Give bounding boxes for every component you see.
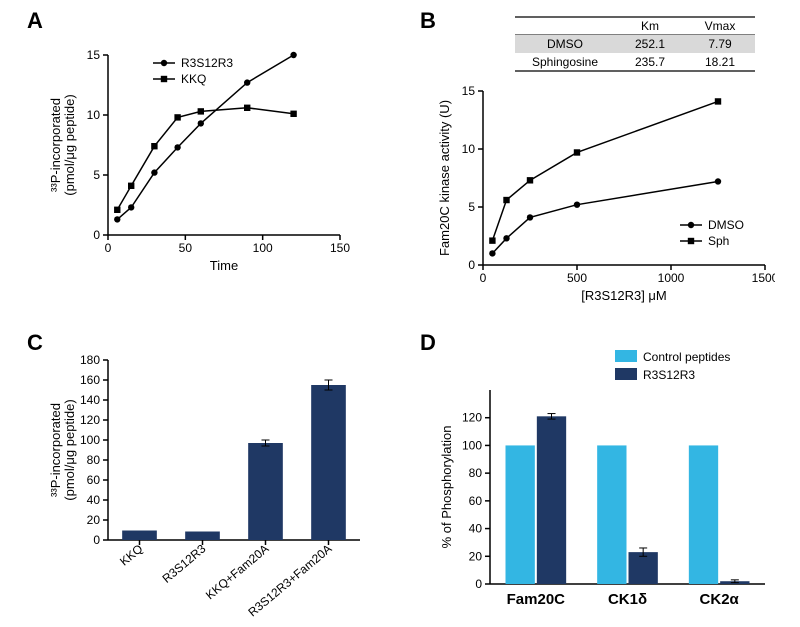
- svg-text:18.21: 18.21: [705, 55, 735, 69]
- svg-text:50: 50: [179, 241, 193, 255]
- panel-label-c: C: [27, 330, 43, 356]
- svg-text:15: 15: [87, 48, 101, 62]
- svg-text:100: 100: [462, 438, 482, 452]
- svg-text:100: 100: [80, 433, 100, 447]
- svg-text:Sph: Sph: [708, 234, 729, 248]
- svg-text:0: 0: [93, 228, 100, 242]
- svg-text:0: 0: [480, 271, 487, 285]
- svg-text:Fam20C: Fam20C: [507, 591, 566, 608]
- svg-text:60: 60: [87, 473, 101, 487]
- svg-text:40: 40: [469, 522, 483, 536]
- svg-text:0: 0: [105, 241, 112, 255]
- svg-text:60: 60: [469, 494, 483, 508]
- svg-text:0: 0: [93, 533, 100, 547]
- svg-text:40: 40: [87, 493, 101, 507]
- svg-text:% of Phosphorylation: % of Phosphorylation: [439, 426, 454, 549]
- panel-label-a: A: [27, 8, 43, 34]
- chart-c: 0 20 40 60 80 100 120 140 160 180 ³³P-incorporated…: [50, 350, 370, 620]
- svg-text:150: 150: [330, 241, 350, 255]
- svg-text:7.79: 7.79: [708, 37, 732, 51]
- svg-text:³³P-incorporated(pmol/μg pepti: ³³P-incorporated(pmol/μg peptide): [50, 399, 77, 500]
- svg-text:80: 80: [87, 453, 101, 467]
- svg-text:160: 160: [80, 373, 100, 387]
- svg-text:Control peptides: Control peptides: [643, 350, 730, 364]
- svg-text:1500: 1500: [752, 271, 775, 285]
- svg-text:DMSO: DMSO: [708, 218, 744, 232]
- svg-text:1000: 1000: [658, 271, 685, 285]
- svg-text:120: 120: [80, 413, 100, 427]
- svg-text:KKQ: KKQ: [117, 542, 145, 569]
- svg-text:Km: Km: [641, 19, 659, 33]
- svg-text:20: 20: [469, 549, 483, 563]
- svg-text:20: 20: [87, 513, 101, 527]
- svg-text:Vmax: Vmax: [705, 19, 736, 33]
- chart-d: 0 20 40 60 80 100 120 % of Phosphorylation Fam20…: [435, 350, 775, 620]
- svg-text:R3S12R3: R3S12R3: [160, 541, 209, 585]
- svg-text:10: 10: [462, 142, 476, 156]
- svg-text:DMSO: DMSO: [547, 37, 583, 51]
- svg-text:140: 140: [80, 393, 100, 407]
- svg-text:³³P-incorporated(pmol/μg pepti: ³³P-incorporated(pmol/μg peptide): [50, 94, 77, 195]
- figure-root: A B C D 050100150051015Time³³P-incorpora…: [0, 0, 800, 627]
- svg-text:0: 0: [475, 577, 482, 591]
- svg-text:Fam20C kinase activity (U): Fam20C kinase activity (U): [437, 100, 452, 256]
- svg-text:10: 10: [87, 108, 101, 122]
- svg-text:120: 120: [462, 411, 482, 425]
- chart-b: Km Vmax DMSO 252.1 7.79 Sphingosine 235.7 18.21…: [435, 15, 775, 305]
- svg-text:252.1: 252.1: [635, 37, 665, 51]
- svg-text:R3S12R3: R3S12R3: [643, 368, 695, 382]
- svg-text:Time: Time: [210, 258, 238, 273]
- svg-text:100: 100: [253, 241, 273, 255]
- svg-text:CK1δ: CK1δ: [608, 591, 647, 608]
- svg-text:15: 15: [462, 84, 476, 98]
- svg-text:CK2α: CK2α: [700, 591, 740, 608]
- svg-text:0: 0: [468, 258, 475, 272]
- svg-text:180: 180: [80, 353, 100, 367]
- svg-text:Sphingosine: Sphingosine: [532, 55, 598, 69]
- svg-text:500: 500: [567, 271, 587, 285]
- svg-text:[R3S12R3] μM: [R3S12R3] μM: [581, 288, 667, 303]
- panel-label-b: B: [420, 8, 436, 34]
- svg-text:5: 5: [468, 200, 475, 214]
- svg-text:80: 80: [469, 466, 483, 480]
- svg-text:KKQ: KKQ: [181, 72, 206, 86]
- svg-text:R3S12R3: R3S12R3: [181, 56, 233, 70]
- svg-text:235.7: 235.7: [635, 55, 665, 69]
- svg-text:5: 5: [93, 168, 100, 182]
- svg-text:KKQ+Fam20A: KKQ+Fam20A: [203, 542, 272, 603]
- panel-label-d: D: [420, 330, 436, 356]
- chart-a: 0 50 100 150 0 5 10 15 Time ³³P-incorporated(pmol…: [50, 45, 370, 295]
